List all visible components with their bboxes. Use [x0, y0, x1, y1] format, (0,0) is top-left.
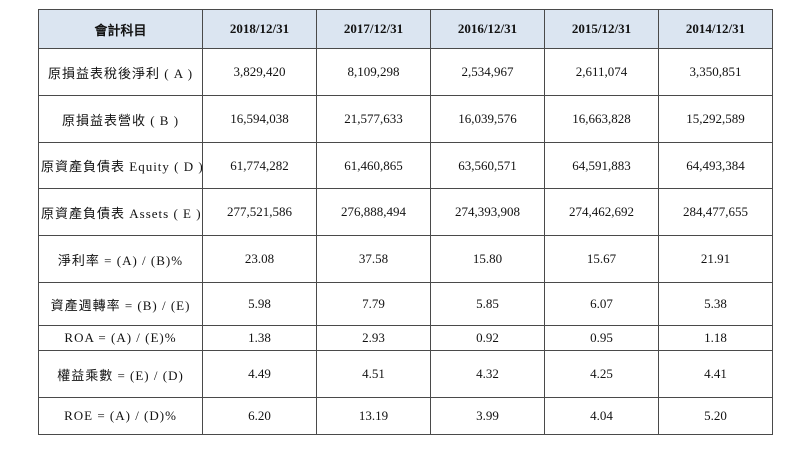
year-header-2016: 2016/12/31	[430, 9, 545, 49]
value-cell: 21.91	[658, 235, 773, 283]
table-row-roa: ROA = (A) / (E)% 1.38 2.93 0.92 0.95 1.1…	[38, 325, 773, 351]
value-cell: 1.18	[658, 325, 773, 351]
header-row: 會計科目 2018/12/31 2017/12/31 2016/12/31 20…	[38, 9, 773, 49]
value-cell: 277,521,586	[202, 188, 317, 236]
value-cell: 2.93	[316, 325, 431, 351]
value-cell: 3.99	[430, 397, 545, 435]
row-label: 權益乘數 = (E) / (D)	[38, 350, 203, 398]
value-cell: 4.49	[202, 350, 317, 398]
row-label: 原資產負債表 Assets ( E )	[38, 188, 203, 236]
value-cell: 4.32	[430, 350, 545, 398]
value-cell: 37.58	[316, 235, 431, 283]
table-row-equity-multiplier: 權益乘數 = (E) / (D) 4.49 4.51 4.32 4.25 4.4…	[38, 350, 773, 398]
value-cell: 0.95	[544, 325, 659, 351]
table-row-net-income: 原損益表稅後淨利 ( A ) 3,829,420 8,109,298 2,534…	[38, 48, 773, 96]
row-label: 原資產負債表 Equity ( D )	[38, 142, 203, 189]
value-cell: 4.25	[544, 350, 659, 398]
table-row-asset-turnover: 資產週轉率 = (B) / (E) 5.98 7.79 5.85 6.07 5.…	[38, 282, 773, 326]
value-cell: 63,560,571	[430, 142, 545, 189]
value-cell: 15.67	[544, 235, 659, 283]
value-cell: 284,477,655	[658, 188, 773, 236]
value-cell: 5.20	[658, 397, 773, 435]
year-header-2018: 2018/12/31	[202, 9, 317, 49]
value-cell: 3,350,851	[658, 48, 773, 96]
row-label: ROE = (A) / (D)%	[38, 397, 203, 435]
value-cell: 1.38	[202, 325, 317, 351]
value-cell: 16,663,828	[544, 95, 659, 143]
value-cell: 4.51	[316, 350, 431, 398]
row-label: 資產週轉率 = (B) / (E)	[38, 282, 203, 326]
value-cell: 61,774,282	[202, 142, 317, 189]
value-cell: 15,292,589	[658, 95, 773, 143]
value-cell: 8,109,298	[316, 48, 431, 96]
row-label: 原損益表營收 ( B )	[38, 95, 203, 143]
value-cell: 6.20	[202, 397, 317, 435]
financial-ratio-table-container: 會計科目 2018/12/31 2017/12/31 2016/12/31 20…	[38, 9, 773, 435]
value-cell: 276,888,494	[316, 188, 431, 236]
value-cell: 21,577,633	[316, 95, 431, 143]
value-cell: 13.19	[316, 397, 431, 435]
value-cell: 274,393,908	[430, 188, 545, 236]
value-cell: 274,462,692	[544, 188, 659, 236]
row-label: 原損益表稅後淨利 ( A )	[38, 48, 203, 96]
table-row-equity: 原資產負債表 Equity ( D ) 61,774,282 61,460,86…	[38, 142, 773, 189]
value-cell: 64,493,384	[658, 142, 773, 189]
value-cell: 6.07	[544, 282, 659, 326]
year-header-2017: 2017/12/31	[316, 9, 431, 49]
value-cell: 0.92	[430, 325, 545, 351]
table-row-roe: ROE = (A) / (D)% 6.20 13.19 3.99 4.04 5.…	[38, 397, 773, 435]
value-cell: 23.08	[202, 235, 317, 283]
year-header-2015: 2015/12/31	[544, 9, 659, 49]
row-label: 淨利率 = (A) / (B)%	[38, 235, 203, 283]
account-title-header: 會計科目	[38, 9, 203, 49]
value-cell: 15.80	[430, 235, 545, 283]
table-row-net-margin: 淨利率 = (A) / (B)% 23.08 37.58 15.80 15.67…	[38, 235, 773, 283]
value-cell: 5.85	[430, 282, 545, 326]
value-cell: 4.41	[658, 350, 773, 398]
table-row-revenue: 原損益表營收 ( B ) 16,594,038 21,577,633 16,03…	[38, 95, 773, 143]
value-cell: 4.04	[544, 397, 659, 435]
value-cell: 61,460,865	[316, 142, 431, 189]
value-cell: 7.79	[316, 282, 431, 326]
value-cell: 2,611,074	[544, 48, 659, 96]
table-row-assets: 原資產負債表 Assets ( E ) 277,521,586 276,888,…	[38, 188, 773, 236]
financial-ratio-table: 會計科目 2018/12/31 2017/12/31 2016/12/31 20…	[38, 9, 773, 435]
value-cell: 2,534,967	[430, 48, 545, 96]
value-cell: 16,594,038	[202, 95, 317, 143]
value-cell: 16,039,576	[430, 95, 545, 143]
year-header-2014: 2014/12/31	[658, 9, 773, 49]
value-cell: 64,591,883	[544, 142, 659, 189]
value-cell: 5.38	[658, 282, 773, 326]
value-cell: 3,829,420	[202, 48, 317, 96]
value-cell: 5.98	[202, 282, 317, 326]
row-label: ROA = (A) / (E)%	[38, 325, 203, 351]
